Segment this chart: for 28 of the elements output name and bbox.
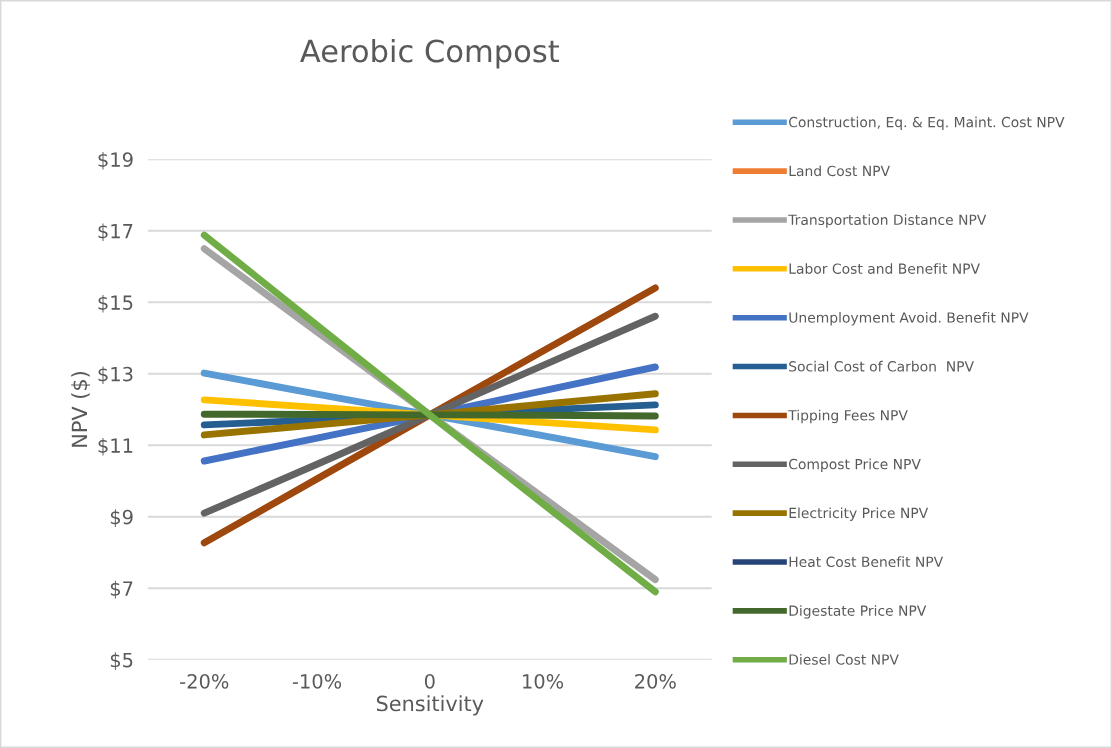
legend-label: Diesel Cost NPV — [789, 654, 899, 665]
x-tick-label: 0 — [424, 673, 435, 689]
y-axis-title: NPV ($) — [71, 372, 91, 447]
legend-label: Unemployment Avoid. Benefit NPV — [789, 312, 1029, 326]
x-axis-title: Sensitivity — [376, 695, 484, 716]
y-tick-label: $7 — [110, 580, 133, 599]
legend-label: Heat Cost Benefit NPV — [789, 556, 944, 568]
y-tick-label: $11 — [98, 437, 133, 456]
x-tick-label: 20% — [635, 673, 676, 689]
y-tick-label: $15 — [98, 294, 133, 313]
legend-label: Digestate Price NPV — [789, 605, 927, 619]
legend-label: Compost Price NPV — [789, 458, 921, 473]
legend-label: Transportation Distance NPV — [788, 214, 987, 228]
y-tick-label: $19 — [98, 151, 133, 170]
legend-label: Labor Cost and Benefit NPV — [789, 263, 980, 274]
y-tick-label: $17 — [98, 223, 133, 242]
chart-title: Aerobic Compost — [300, 38, 560, 69]
legend-label: Social Cost of Carbon NPV — [789, 360, 974, 372]
legend-label: Construction, Eq. & Eq. Maint. Cost NPV — [789, 116, 1065, 131]
y-tick-label: $9 — [110, 509, 133, 528]
y-tick-label: $13 — [98, 366, 133, 385]
x-tick-label: -20% — [180, 673, 229, 689]
y-tick-label: $5 — [110, 652, 133, 670]
x-tick-label: 10% — [523, 673, 564, 689]
legend-label: Tipping Fees NPV — [788, 409, 908, 424]
legend-label: Electricity Price NPV — [789, 507, 929, 521]
legend-label: Land Cost NPV — [789, 165, 890, 177]
x-tick-label: -10% — [292, 673, 342, 689]
